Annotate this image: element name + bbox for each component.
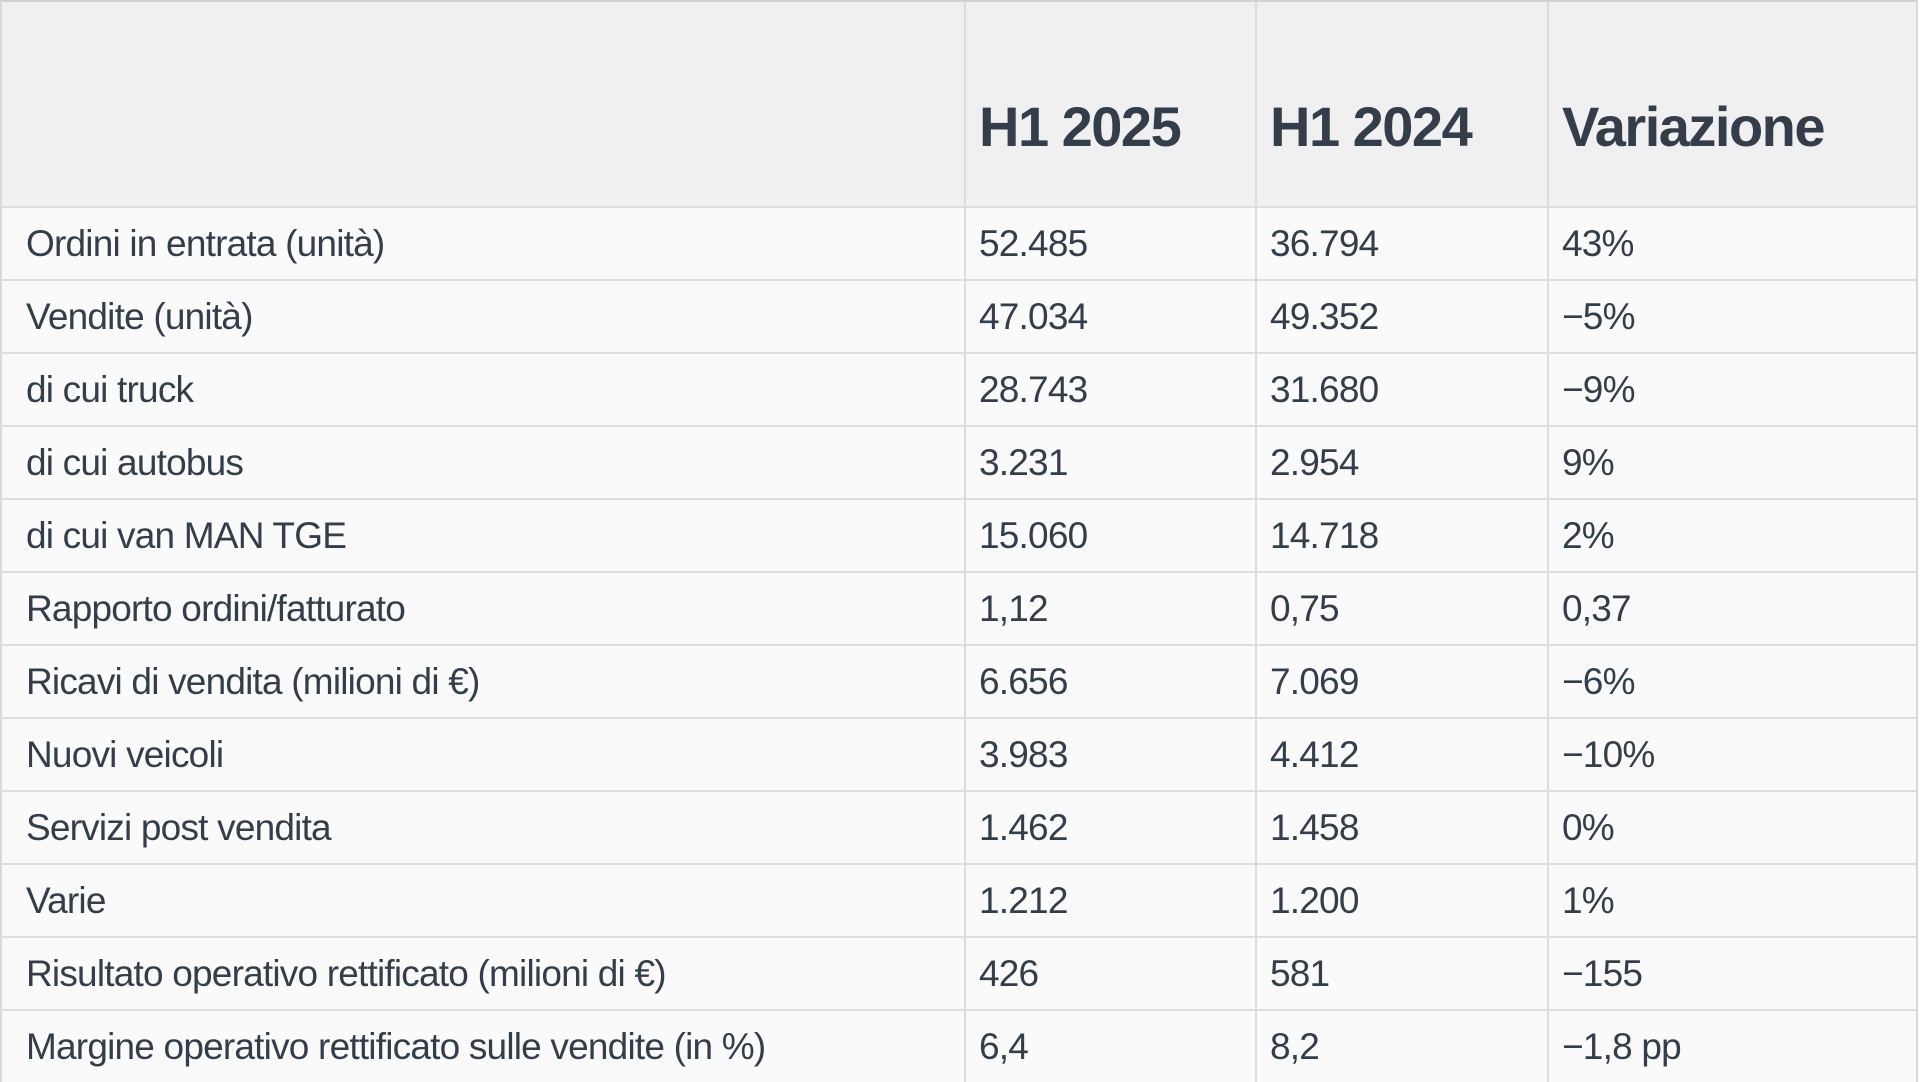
row-label: Risultato operativo rettificato (milioni… xyxy=(2,936,964,1009)
cell-h1-2024: 2.954 xyxy=(1255,425,1547,498)
row-label: di cui van MAN TGE xyxy=(2,498,964,571)
cell-h1-2025: 6,4 xyxy=(964,1009,1255,1082)
cell-h1-2025: 28.743 xyxy=(964,352,1255,425)
table-row: Servizi post vendita 1.462 1.458 0% xyxy=(2,790,1916,863)
table-row: Rapporto ordini/fatturato 1,12 0,75 0,37 xyxy=(2,571,1916,644)
cell-h1-2025: 52.485 xyxy=(964,206,1255,279)
cell-variazione: −10% xyxy=(1547,717,1916,790)
table-row: Varie 1.212 1.200 1% xyxy=(2,863,1916,936)
cell-h1-2025: 1,12 xyxy=(964,571,1255,644)
cell-h1-2025: 1.212 xyxy=(964,863,1255,936)
row-label: Margine operativo rettificato sulle vend… xyxy=(2,1009,964,1082)
table-row: di cui autobus 3.231 2.954 9% xyxy=(2,425,1916,498)
cell-variazione: −9% xyxy=(1547,352,1916,425)
cell-h1-2024: 581 xyxy=(1255,936,1547,1009)
row-label: Nuovi veicoli xyxy=(2,717,964,790)
column-header-h1-2025: H1 2025 xyxy=(964,2,1255,206)
cell-h1-2024: 49.352 xyxy=(1255,279,1547,352)
header-row: H1 2025 H1 2024 Variazione xyxy=(2,2,1916,206)
column-header-empty xyxy=(2,2,964,206)
cell-h1-2025: 15.060 xyxy=(964,498,1255,571)
row-label: Rapporto ordini/fatturato xyxy=(2,571,964,644)
cell-h1-2025: 426 xyxy=(964,936,1255,1009)
table-header: H1 2025 H1 2024 Variazione xyxy=(2,2,1916,206)
cell-variazione: −1,8 pp xyxy=(1547,1009,1916,1082)
table-row: Margine operativo rettificato sulle vend… xyxy=(2,1009,1916,1082)
cell-h1-2025: 3.983 xyxy=(964,717,1255,790)
cell-h1-2024: 1.458 xyxy=(1255,790,1547,863)
cell-variazione: 0% xyxy=(1547,790,1916,863)
cell-h1-2024: 31.680 xyxy=(1255,352,1547,425)
table-row: di cui van MAN TGE 15.060 14.718 2% xyxy=(2,498,1916,571)
row-label: Servizi post vendita xyxy=(2,790,964,863)
cell-h1-2025: 47.034 xyxy=(964,279,1255,352)
cell-h1-2024: 14.718 xyxy=(1255,498,1547,571)
table-row: Nuovi veicoli 3.983 4.412 −10% xyxy=(2,717,1916,790)
cell-h1-2025: 1.462 xyxy=(964,790,1255,863)
cell-h1-2024: 36.794 xyxy=(1255,206,1547,279)
table-row: Ordini in entrata (unità) 52.485 36.794 … xyxy=(2,206,1916,279)
cell-variazione: 43% xyxy=(1547,206,1916,279)
row-label: di cui truck xyxy=(2,352,964,425)
cell-variazione: 9% xyxy=(1547,425,1916,498)
table-row: di cui truck 28.743 31.680 −9% xyxy=(2,352,1916,425)
table-row: Vendite (unità) 47.034 49.352 −5% xyxy=(2,279,1916,352)
table-row: Risultato operativo rettificato (milioni… xyxy=(2,936,1916,1009)
row-label: Ricavi di vendita (milioni di €) xyxy=(2,644,964,717)
cell-h1-2024: 8,2 xyxy=(1255,1009,1547,1082)
cell-h1-2025: 3.231 xyxy=(964,425,1255,498)
table-body: Ordini in entrata (unità) 52.485 36.794 … xyxy=(2,206,1916,1082)
cell-variazione: −155 xyxy=(1547,936,1916,1009)
row-label: Vendite (unità) xyxy=(2,279,964,352)
cell-h1-2024: 1.200 xyxy=(1255,863,1547,936)
row-label: di cui autobus xyxy=(2,425,964,498)
column-header-variazione: Variazione xyxy=(1547,2,1916,206)
column-header-h1-2024: H1 2024 xyxy=(1255,2,1547,206)
cell-h1-2025: 6.656 xyxy=(964,644,1255,717)
cell-variazione: 0,37 xyxy=(1547,571,1916,644)
cell-variazione: 1% xyxy=(1547,863,1916,936)
row-label: Varie xyxy=(2,863,964,936)
row-label: Ordini in entrata (unità) xyxy=(2,206,964,279)
cell-variazione: 2% xyxy=(1547,498,1916,571)
table-row: Ricavi di vendita (milioni di €) 6.656 7… xyxy=(2,644,1916,717)
cell-h1-2024: 7.069 xyxy=(1255,644,1547,717)
cell-variazione: −6% xyxy=(1547,644,1916,717)
cell-h1-2024: 4.412 xyxy=(1255,717,1547,790)
cell-variazione: −5% xyxy=(1547,279,1916,352)
cell-h1-2024: 0,75 xyxy=(1255,571,1547,644)
